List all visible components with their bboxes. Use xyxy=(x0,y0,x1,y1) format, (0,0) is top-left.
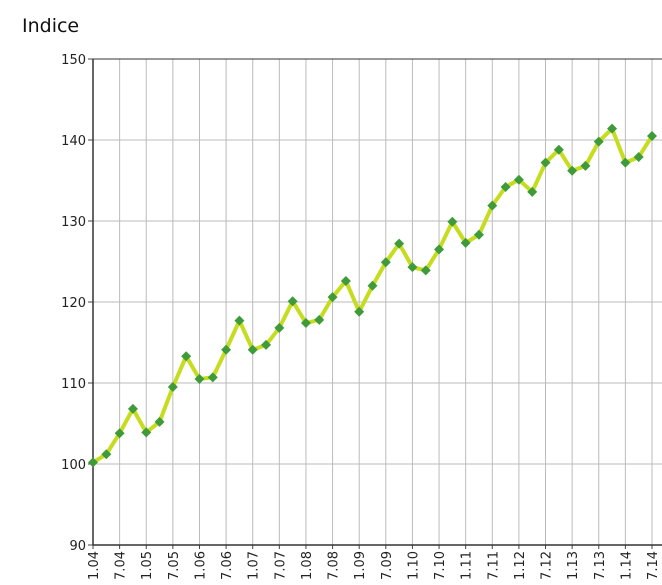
x-tick-label: 7.07 xyxy=(273,551,288,580)
x-tick-label: 7.10 xyxy=(433,551,448,580)
y-tick-label: 110 xyxy=(61,377,86,392)
x-tick-label: 1.12 xyxy=(513,551,528,580)
x-tick-label: 7.06 xyxy=(220,551,235,580)
data-point xyxy=(487,200,498,211)
data-point xyxy=(434,244,445,255)
data-point xyxy=(167,382,178,393)
x-tick-label: 7.12 xyxy=(540,551,555,580)
data-point xyxy=(447,216,458,227)
data-point xyxy=(194,373,205,384)
data-point xyxy=(300,318,311,329)
x-tick-label: 1.05 xyxy=(140,551,155,580)
data-point xyxy=(354,306,365,317)
x-tick-label: 7.05 xyxy=(167,551,182,580)
data-point xyxy=(500,181,511,192)
x-tick-label: 7.04 xyxy=(114,551,129,580)
data-point xyxy=(620,157,631,168)
data-point xyxy=(420,265,431,276)
data-point xyxy=(580,160,591,171)
data-point xyxy=(101,449,112,460)
data-point xyxy=(607,123,618,134)
data-point xyxy=(261,339,272,350)
data-point xyxy=(114,428,125,439)
data-point xyxy=(553,144,564,155)
data-point xyxy=(327,292,338,303)
data-point xyxy=(340,275,351,286)
x-tick-label: 1.08 xyxy=(300,551,315,580)
x-tick-label: 1.07 xyxy=(247,551,262,580)
data-point xyxy=(540,157,551,168)
data-point xyxy=(407,262,418,273)
data-point xyxy=(394,238,405,249)
data-point xyxy=(367,280,378,291)
data-point xyxy=(141,427,152,438)
x-tick-label: 1.13 xyxy=(566,551,581,580)
data-point xyxy=(567,165,578,176)
x-tick-label: 1.04 xyxy=(87,551,102,580)
data-point xyxy=(633,152,644,163)
data-point xyxy=(513,174,524,185)
data-point xyxy=(247,344,258,355)
y-tick-label: 100 xyxy=(61,458,86,473)
data-point xyxy=(181,351,192,362)
y-tick-label: 140 xyxy=(61,134,86,149)
x-tick-label: 1.06 xyxy=(193,551,208,580)
data-point xyxy=(473,229,484,240)
data-point xyxy=(207,372,218,383)
x-tick-label: 1.09 xyxy=(353,551,368,580)
data-point xyxy=(274,322,285,333)
data-point xyxy=(88,457,98,468)
y-tick-label: 120 xyxy=(61,296,86,311)
x-tick-label: 7.08 xyxy=(327,551,342,580)
data-point xyxy=(127,403,138,414)
x-tick-label: 7.11 xyxy=(486,551,501,580)
data-point xyxy=(314,314,325,325)
y-tick-label: 90 xyxy=(69,539,86,554)
data-point xyxy=(287,296,298,307)
y-tick-label: 130 xyxy=(61,215,86,230)
data-point xyxy=(460,237,471,248)
data-point xyxy=(221,344,232,355)
x-tick-label: 7.14 xyxy=(646,551,661,580)
x-tick-label: 1.10 xyxy=(406,551,421,580)
x-tick-label: 7.13 xyxy=(593,551,608,580)
data-point xyxy=(380,257,391,268)
x-tick-label: 1.14 xyxy=(619,551,634,580)
data-point xyxy=(647,130,657,141)
data-point xyxy=(234,315,245,326)
chart-title: Indice xyxy=(22,15,79,37)
data-line xyxy=(91,126,654,465)
x-tick-label: 1.11 xyxy=(460,551,475,580)
data-point xyxy=(154,416,165,427)
data-point xyxy=(527,186,538,197)
x-tick-label: 7.09 xyxy=(380,551,395,580)
y-tick-label: 150 xyxy=(61,53,86,68)
data-point xyxy=(593,136,604,147)
